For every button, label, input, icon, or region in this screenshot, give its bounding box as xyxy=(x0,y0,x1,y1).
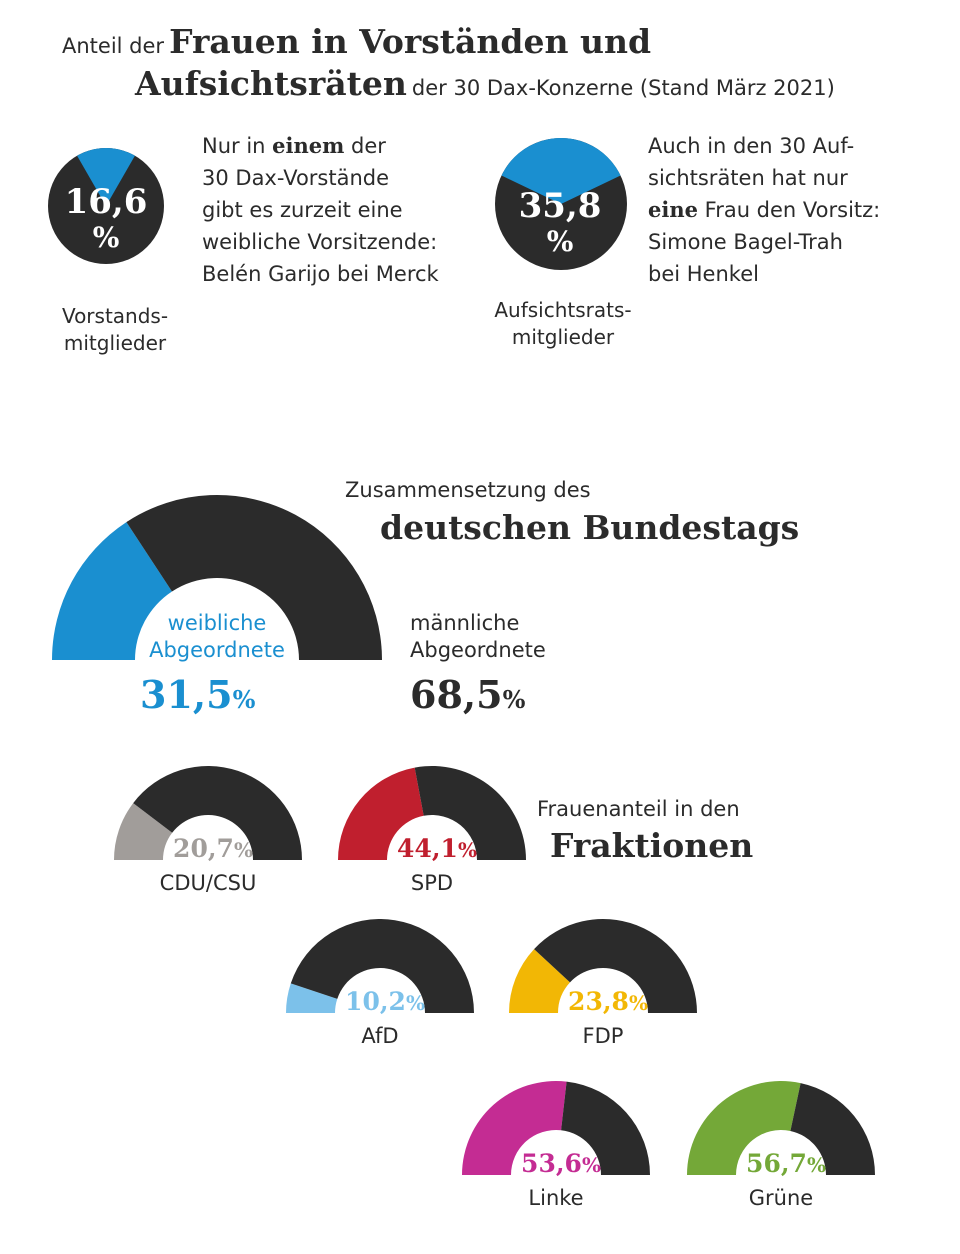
aufsichtsrat-text: Auch in den 30 Auf-sichtsräten hat nur ei… xyxy=(648,130,880,290)
female-value: 31,5% xyxy=(140,672,256,717)
vorstand-text-segment: gibt es zurzeit eine xyxy=(202,198,403,222)
bundestag-title-big: deutschen Bundestags xyxy=(380,508,800,547)
fraktion-cdu-csu-label: CDU/CSU xyxy=(159,871,257,895)
vorstand-text-segment: einem xyxy=(272,133,345,158)
fraktion-afd-label: AfD xyxy=(361,1024,399,1048)
vorstand-text-segment: weibliche Vorsitzende: xyxy=(202,230,438,254)
vorstand-value-number: 16,6 xyxy=(64,182,148,222)
aufsichtsrat-caption-1: Aufsichtsrats- xyxy=(494,298,632,322)
vorstand-caption: Vorstands- mitglieder xyxy=(40,303,190,357)
bundestag-title-small: Zusammensetzung des xyxy=(345,478,591,502)
header-suffix: der 30 Dax-Konzerne (Stand März 2021) xyxy=(411,76,835,100)
fraktion-gr-ne-label: Grüne xyxy=(748,1186,814,1210)
vorstand-text: Nur in einem der 30 Dax-Vorstände gibt es … xyxy=(202,130,439,290)
vorstand-text-line-5: Belén Garijo bei Merck xyxy=(202,258,439,290)
vorstand-text-segment: Nur in xyxy=(202,134,273,158)
header-line-1: Anteil der Frauen in Vorständen und xyxy=(62,22,651,61)
aufsichtsrat-text-segment: Simone Bagel-Trah xyxy=(648,230,843,254)
fraktion-cdu-csu-value: 20,7% xyxy=(173,834,253,863)
vorstand-text-line-4: weibliche Vorsitzende: xyxy=(202,226,439,258)
fraktion-fdp-value: 23,8% xyxy=(568,987,648,1016)
fraktion-gr-ne-value: 56,7% xyxy=(746,1149,826,1178)
fraktionen-title-big: Fraktionen xyxy=(550,826,754,865)
vorstand-text-segment: 30 Dax-Vorstände xyxy=(202,166,390,190)
header-prefix: Anteil der xyxy=(62,34,165,58)
aufsichtsrat-value-pct: % xyxy=(546,225,574,258)
vorstand-text-segment: Belén Garijo bei Merck xyxy=(202,262,439,286)
vorstand-caption-2: mitglieder xyxy=(63,331,167,355)
aufsichtsrat-text-line-1: Auch in den 30 Auf- xyxy=(648,130,880,162)
aufsichtsrat-text-line-3: eine Frau den Vorsitz: xyxy=(648,194,880,226)
vorstand-value: 16,6 % xyxy=(52,184,160,256)
aufsichtsrat-text-segment: Auch in den 30 Auf- xyxy=(648,134,855,158)
header-bold-2: Aufsichtsräten xyxy=(135,64,407,103)
female-label: weibliche Abgeordnete xyxy=(149,611,285,662)
vorstand-text-segment: der xyxy=(344,134,386,158)
aufsichtsrat-value-number: 35,8 xyxy=(518,186,602,226)
fraktion-linke-value: 53,6% xyxy=(521,1149,601,1178)
fraktion-spd-value: 44,1% xyxy=(397,834,477,863)
aufsichtsrat-caption: Aufsichtsrats- mitglieder xyxy=(483,297,643,351)
male-label: männliche Abgeordnete xyxy=(410,611,546,662)
aufsichtsrat-text-line-2: sichtsräten hat nur xyxy=(648,162,880,194)
header-bold-1: Frauen in Vorständen und xyxy=(169,22,652,61)
aufsichtsrat-text-segment: eine xyxy=(648,197,698,222)
vorstand-text-line-3: gibt es zurzeit eine xyxy=(202,194,439,226)
aufsichtsrat-text-line-5: bei Henkel xyxy=(648,258,880,290)
header-line-2: Aufsichtsräten der 30 Dax-Konzerne (Stan… xyxy=(135,64,835,103)
aufsichtsrat-value: 35,8 % xyxy=(506,188,614,260)
fraktion-spd-label: SPD xyxy=(410,871,454,895)
aufsichtsrat-text-segment: bei Henkel xyxy=(648,262,759,286)
aufsichtsrat-caption-2: mitglieder xyxy=(511,325,615,349)
fraktion-fdp-label: FDP xyxy=(582,1024,624,1048)
aufsichtsrat-text-segment: Frau den Vorsitz: xyxy=(697,198,881,222)
fraktion-linke-label: Linke xyxy=(528,1186,584,1210)
aufsichtsrat-text-segment: sichtsräten hat nur xyxy=(648,166,848,190)
vorstand-text-line-1: Nur in einem der xyxy=(202,130,439,162)
vorstand-value-pct: % xyxy=(92,221,120,254)
fraktionen-title-small: Frauenanteil in den xyxy=(537,797,740,821)
male-value: 68,5% xyxy=(410,672,526,717)
aufsichtsrat-text-line-4: Simone Bagel-Trah xyxy=(648,226,880,258)
vorstand-caption-1: Vorstands- xyxy=(61,304,169,328)
fraktion-afd-value: 10,2% xyxy=(345,987,425,1016)
vorstand-text-line-2: 30 Dax-Vorstände xyxy=(202,162,439,194)
